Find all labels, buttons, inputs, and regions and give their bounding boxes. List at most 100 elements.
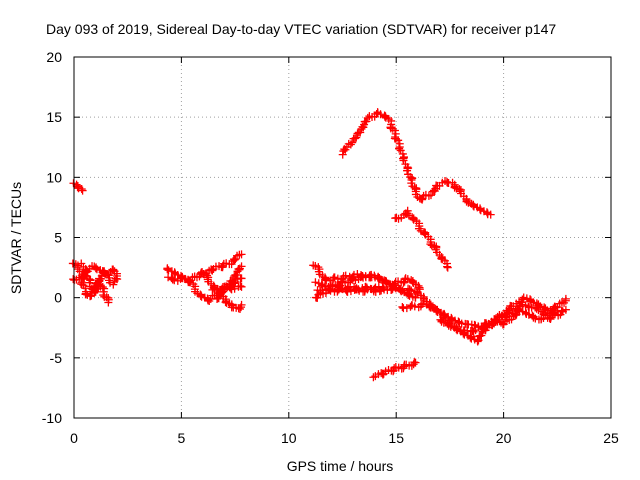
data-point xyxy=(112,272,121,281)
data-point xyxy=(382,278,391,287)
data-point xyxy=(376,110,385,119)
data-point xyxy=(446,322,455,331)
data-point xyxy=(469,202,478,211)
y-tick-label: 5 xyxy=(54,230,62,246)
data-point xyxy=(73,183,82,192)
data-point xyxy=(369,373,378,382)
data-point xyxy=(553,306,562,315)
series-arc-18 xyxy=(436,300,562,336)
data-point xyxy=(407,286,416,295)
data-point xyxy=(333,286,342,295)
data-point xyxy=(81,268,90,277)
data-point xyxy=(439,318,448,327)
y-tick-label: 0 xyxy=(54,290,62,306)
data-point xyxy=(91,264,100,273)
data-point xyxy=(77,184,86,193)
data-point xyxy=(168,275,177,284)
data-point xyxy=(356,128,365,137)
data-point xyxy=(316,286,325,295)
data-point xyxy=(500,312,509,321)
x-tick-label: 0 xyxy=(70,430,78,446)
data-point xyxy=(342,286,351,295)
data-point xyxy=(236,305,245,314)
y-tick-label: 15 xyxy=(46,109,62,125)
data-point xyxy=(403,275,412,284)
data-point xyxy=(529,313,538,322)
data-point xyxy=(402,304,411,313)
data-point xyxy=(469,327,478,336)
series-arc-1 xyxy=(69,179,87,195)
data-point xyxy=(375,287,384,296)
data-point xyxy=(476,205,485,214)
data-point xyxy=(395,143,404,152)
grid-layer xyxy=(74,57,611,418)
y-tick-label: 20 xyxy=(46,49,62,65)
data-point xyxy=(362,117,371,126)
data-point xyxy=(324,285,333,294)
data-point xyxy=(109,280,118,289)
data-point xyxy=(473,337,482,346)
data-point xyxy=(443,262,452,271)
data-point xyxy=(398,302,407,311)
data-point xyxy=(363,113,372,122)
data-point xyxy=(339,147,348,156)
data-point xyxy=(348,138,357,147)
x-tick-label: 25 xyxy=(603,430,619,446)
data-point xyxy=(432,306,441,315)
data-point xyxy=(196,291,205,300)
data-point xyxy=(474,336,483,345)
data-point xyxy=(425,302,434,311)
data-point xyxy=(184,277,193,286)
data-point xyxy=(426,303,435,312)
data-point xyxy=(462,197,471,206)
data-point xyxy=(479,323,488,332)
data-point xyxy=(524,310,533,319)
data-point xyxy=(203,271,212,280)
series-arc-13 xyxy=(313,285,386,296)
data-point xyxy=(371,287,380,296)
x-tick-label: 10 xyxy=(281,430,297,446)
data-point xyxy=(78,186,87,195)
data-point xyxy=(411,358,420,367)
data-point xyxy=(426,240,435,249)
y-axis-title: SDTVAR / TECUs xyxy=(8,182,24,294)
data-point xyxy=(311,278,320,287)
data-point xyxy=(232,271,241,279)
x-tick-label: 15 xyxy=(388,430,404,446)
x-axis-title: GPS time / hours xyxy=(287,458,394,474)
data-point xyxy=(237,300,246,309)
x-tick-label: 5 xyxy=(178,430,186,446)
data-point xyxy=(92,265,101,274)
data-point xyxy=(104,298,113,307)
data-point xyxy=(90,288,99,297)
data-point xyxy=(394,136,403,145)
data-point xyxy=(350,134,359,143)
data-point xyxy=(237,274,246,283)
data-point xyxy=(529,298,538,307)
y-tick-label: -10 xyxy=(42,410,62,426)
series-arc-9 xyxy=(208,281,246,295)
series-arc-15 xyxy=(391,206,452,272)
data-point xyxy=(377,286,386,295)
data-point xyxy=(399,278,408,287)
data-point xyxy=(395,144,404,153)
data-point xyxy=(341,271,350,280)
data-point xyxy=(561,294,570,303)
data-point xyxy=(108,266,117,275)
data-point xyxy=(343,287,352,296)
data-point xyxy=(443,263,452,272)
data-point xyxy=(338,150,347,159)
data-point xyxy=(532,304,541,313)
data-point xyxy=(227,277,236,286)
data-point xyxy=(352,133,361,142)
data-point xyxy=(486,210,495,219)
data-point xyxy=(222,282,231,291)
data-point xyxy=(399,156,408,165)
x-tick-label: 20 xyxy=(496,430,512,446)
data-point xyxy=(318,286,327,295)
series-arc-14 xyxy=(338,108,495,219)
chart-title: Day 093 of 2019, Sidereal Day-to-day VTE… xyxy=(46,21,556,37)
series-arc-19 xyxy=(369,358,420,382)
data-point xyxy=(418,299,427,308)
